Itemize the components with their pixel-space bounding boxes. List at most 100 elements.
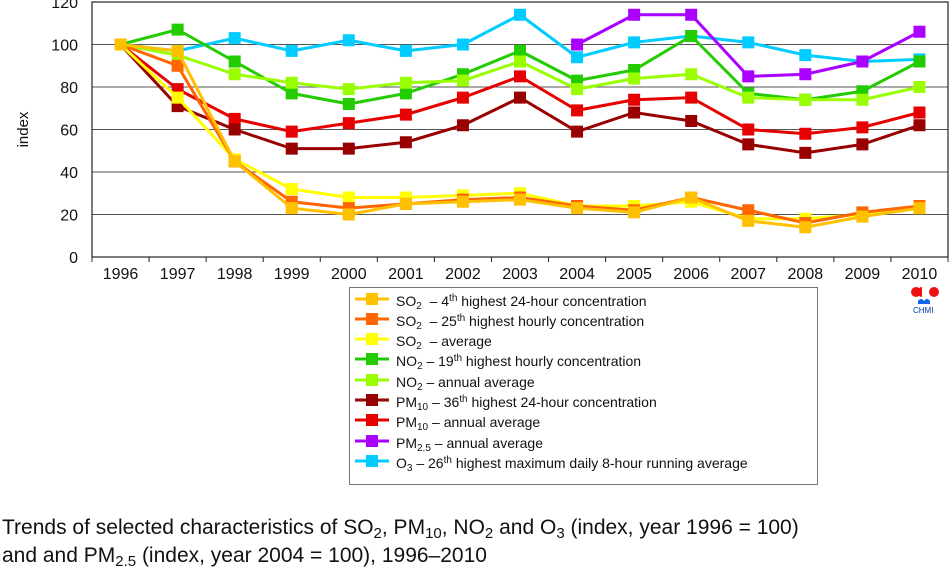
data-point [628, 8, 641, 21]
data-point [913, 55, 926, 68]
data-point [685, 68, 698, 81]
chart-legend: SO2 – 4th highest 24-hour concentration S… [349, 287, 818, 485]
data-point [514, 8, 526, 21]
data-point [228, 68, 241, 81]
data-point [285, 183, 298, 195]
legend-swatch [355, 434, 389, 447]
data-point [571, 202, 584, 215]
y-tick-label: 120 [51, 0, 78, 12]
x-tick-label: 2000 [331, 266, 367, 283]
data-point [399, 136, 412, 149]
data-point [742, 214, 755, 227]
data-point [342, 98, 355, 110]
x-tick-label: 2009 [845, 266, 881, 283]
line-chart: 0 20 40 60 80 100 120 index 1996 1997 1998 1999 2000… [15, 0, 949, 283]
data-point [399, 108, 412, 121]
data-point [913, 25, 926, 38]
data-point [685, 115, 698, 127]
data-point [628, 72, 641, 85]
data-point [456, 74, 469, 87]
plot-border [91, 1, 949, 258]
x-tick-label: 2007 [730, 266, 766, 283]
x-tick-label: 1996 [103, 266, 139, 283]
x-tick-label: 2001 [388, 266, 424, 283]
x-tick-label: 2006 [673, 266, 709, 283]
data-point [799, 68, 812, 81]
data-point [342, 142, 355, 155]
data-point [571, 38, 584, 51]
legend-label: PM10 – 36th highest 24-hour concentratio… [396, 394, 657, 413]
legend-label: PM10 – annual average [396, 414, 541, 434]
data-point [799, 221, 812, 234]
data-point [685, 191, 698, 204]
data-point [171, 91, 184, 104]
data-point [285, 44, 298, 57]
data-point [628, 106, 641, 119]
data-point [285, 142, 298, 155]
data-point [799, 146, 812, 159]
data-point [742, 91, 755, 104]
data-point [913, 106, 926, 119]
y-tick-label: 80 [60, 80, 78, 97]
data-point [571, 104, 584, 117]
data-point [913, 119, 926, 132]
y-tick-label: 60 [60, 123, 78, 140]
y-axis-label: index [15, 111, 32, 147]
legend-swatch [355, 454, 389, 467]
data-point [514, 55, 526, 68]
legend-label: SO2 – 25th highest hourly concentration [396, 312, 645, 332]
legend-label: O3 – 26th highest maximum daily 8-hour r… [396, 454, 748, 474]
chart-caption: Trends of selected characteristics of SO… [2, 516, 799, 571]
data-point [399, 197, 412, 210]
legend-label: SO2 – 4th highest 24-hour concentration [396, 292, 647, 312]
data-point [456, 195, 469, 208]
legend-swatch [355, 333, 389, 346]
data-point [399, 44, 412, 57]
x-tick-label: 1998 [217, 266, 253, 283]
chmi-logo [909, 285, 939, 315]
data-point [228, 123, 241, 136]
x-tick-label: 2003 [502, 266, 538, 283]
x-tick-label: 2002 [445, 266, 481, 283]
x-tick-label: 1999 [274, 266, 310, 283]
y-tick-label: 40 [60, 165, 78, 182]
data-point [342, 83, 355, 96]
legend-swatch [355, 394, 389, 406]
data-point [342, 34, 355, 47]
data-point [685, 30, 698, 42]
data-point [228, 112, 241, 125]
data-point [799, 49, 812, 62]
legend-label: NO2 – annual average [396, 373, 535, 393]
y-tick-label: 0 [69, 250, 78, 267]
data-point [742, 36, 755, 49]
legend-swatch [355, 292, 389, 305]
y-tick-label: 20 [60, 208, 78, 225]
data-point [571, 83, 584, 96]
x-tick-label: 2008 [788, 266, 824, 283]
data-point [514, 91, 526, 104]
data-point [171, 44, 184, 57]
legend-swatch [355, 414, 389, 427]
data-point [228, 155, 241, 168]
data-point [856, 55, 869, 68]
legend-label: NO2 – 19th highest hourly concentration [396, 353, 642, 373]
data-point [456, 38, 469, 51]
data-point [685, 8, 698, 21]
data-point [856, 138, 869, 151]
x-tick-label: 2005 [616, 266, 652, 283]
x-tick-label: 2010 [902, 266, 938, 283]
data-point [913, 202, 926, 215]
legend-label: PM2.5 – annual average [396, 434, 543, 454]
data-point [799, 93, 812, 106]
data-point [742, 70, 755, 83]
data-point [742, 138, 755, 151]
data-point [799, 127, 812, 140]
data-point [856, 121, 869, 134]
data-point [571, 51, 584, 64]
data-point [228, 55, 241, 68]
data-point [856, 93, 869, 106]
data-point [399, 76, 412, 89]
x-tick-label: 1997 [160, 266, 196, 283]
data-point [685, 91, 698, 104]
data-point [628, 93, 641, 106]
